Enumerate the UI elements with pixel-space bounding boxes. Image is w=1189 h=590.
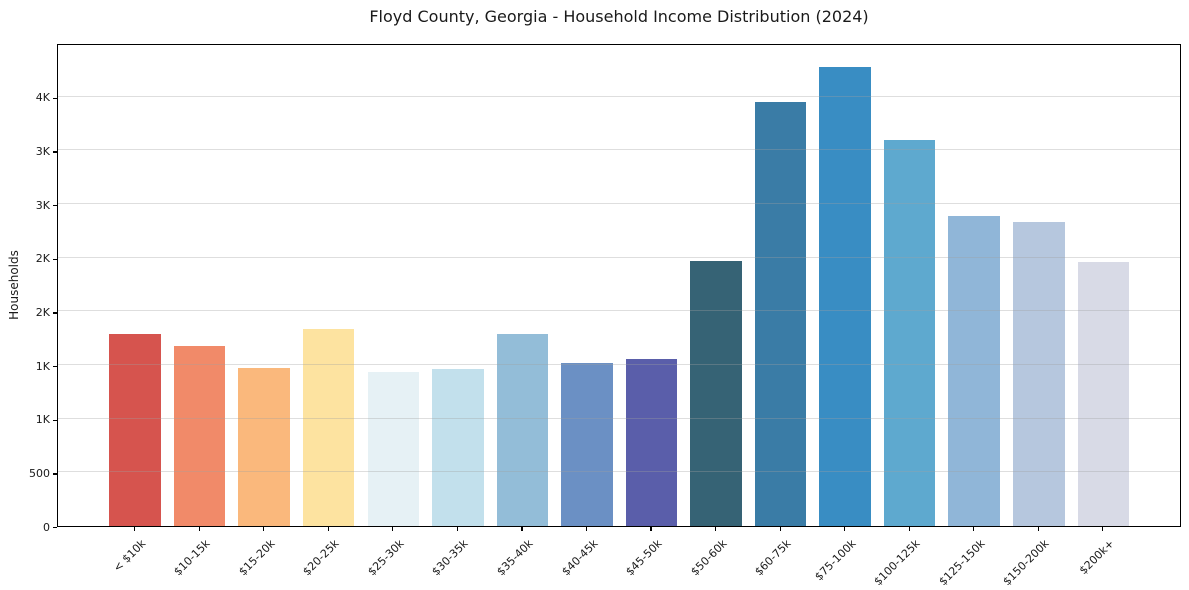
bar-150-200k [1013, 221, 1065, 526]
x-tick-label: $200k+ [1076, 537, 1117, 578]
gridline [58, 203, 1180, 204]
x-tick-label: $35-40k [494, 537, 536, 579]
x-tick-label: $50-60k [687, 537, 730, 579]
y-tick-mark [53, 151, 57, 153]
y-tick-label: 0 [43, 520, 50, 534]
y-tick-label: 4K [35, 91, 50, 105]
y-tick-mark [53, 419, 57, 421]
x-tick-mark [844, 527, 846, 531]
bar-75-100k [819, 67, 871, 526]
x-tick-label: $40-45k [558, 537, 601, 579]
x-tick-mark [1037, 527, 1039, 531]
x-tick-label: $15-20k [236, 537, 278, 579]
bar-10k [109, 333, 161, 526]
y-tick-label: 500 [29, 466, 50, 480]
x-tick-mark [650, 527, 652, 531]
bar-200k [1077, 261, 1130, 526]
x-tick-label: $60-75k [752, 537, 794, 579]
x-tick-mark [779, 527, 781, 531]
bar-30-35k [432, 369, 484, 526]
x-tick-mark [392, 527, 394, 531]
bar-40-45k [561, 363, 613, 526]
x-tick-label: $75-100k [812, 537, 859, 584]
y-tick-label: 2K [35, 305, 50, 319]
y-tick-label: 3K [35, 144, 50, 158]
plot-area [57, 44, 1181, 527]
x-tick-mark [263, 527, 265, 531]
y-tick-label: 2K [35, 252, 50, 266]
x-tick-mark [134, 527, 136, 531]
x-tick-label: $20-25k [300, 537, 342, 579]
bar-15-20k [238, 368, 290, 526]
bar-35-40k [496, 334, 549, 526]
bar-10-15k [173, 345, 226, 526]
y-tick-mark [53, 258, 57, 260]
x-tick-label: $125-150k [936, 537, 988, 589]
x-tick-mark [198, 527, 200, 531]
y-tick-label: 1K [35, 413, 50, 427]
bar-45-50k [625, 358, 678, 526]
x-tick-label: $30-35k [429, 537, 472, 579]
y-tick-mark [53, 97, 57, 99]
x-tick-label: $150-200k [1000, 537, 1052, 589]
chart-title: Floyd County, Georgia - Household Income… [369, 7, 869, 26]
gridline [58, 471, 1180, 473]
x-tick-mark [521, 527, 523, 531]
x-tick-mark [1102, 527, 1104, 531]
x-tick-mark [327, 527, 329, 531]
x-tick-mark [585, 527, 588, 531]
x-tick-label: $45-50k [623, 537, 665, 579]
bar-60-75k [754, 101, 807, 526]
x-tick-label: $100-125k [871, 537, 923, 589]
y-tick-mark [53, 527, 57, 529]
x-tick-label: $10-15k [171, 537, 213, 579]
x-tick-label: < $10k [110, 537, 149, 575]
bar-125-150k [948, 215, 1000, 526]
gridline [58, 256, 1180, 258]
bar-25-30k [367, 371, 419, 526]
x-tick-mark [973, 527, 975, 531]
bar-50-60k [690, 261, 742, 526]
y-tick-label: 3K [35, 198, 50, 212]
y-tick-mark [53, 205, 57, 207]
bar-20-25k [302, 329, 355, 526]
gridline [58, 364, 1180, 365]
x-tick-label: $25-30k [365, 537, 407, 579]
gridline [58, 149, 1180, 151]
x-tick-mark [908, 527, 910, 531]
y-tick-mark [53, 366, 57, 368]
y-tick-label: 1K [35, 359, 50, 373]
bar-100-125k [883, 139, 936, 526]
y-tick-mark [53, 312, 57, 314]
x-tick-mark [715, 527, 717, 531]
gridline [58, 310, 1180, 312]
gridline [58, 95, 1180, 97]
gridline [58, 417, 1180, 419]
x-tick-mark [456, 527, 458, 531]
y-tick-mark [53, 473, 57, 475]
